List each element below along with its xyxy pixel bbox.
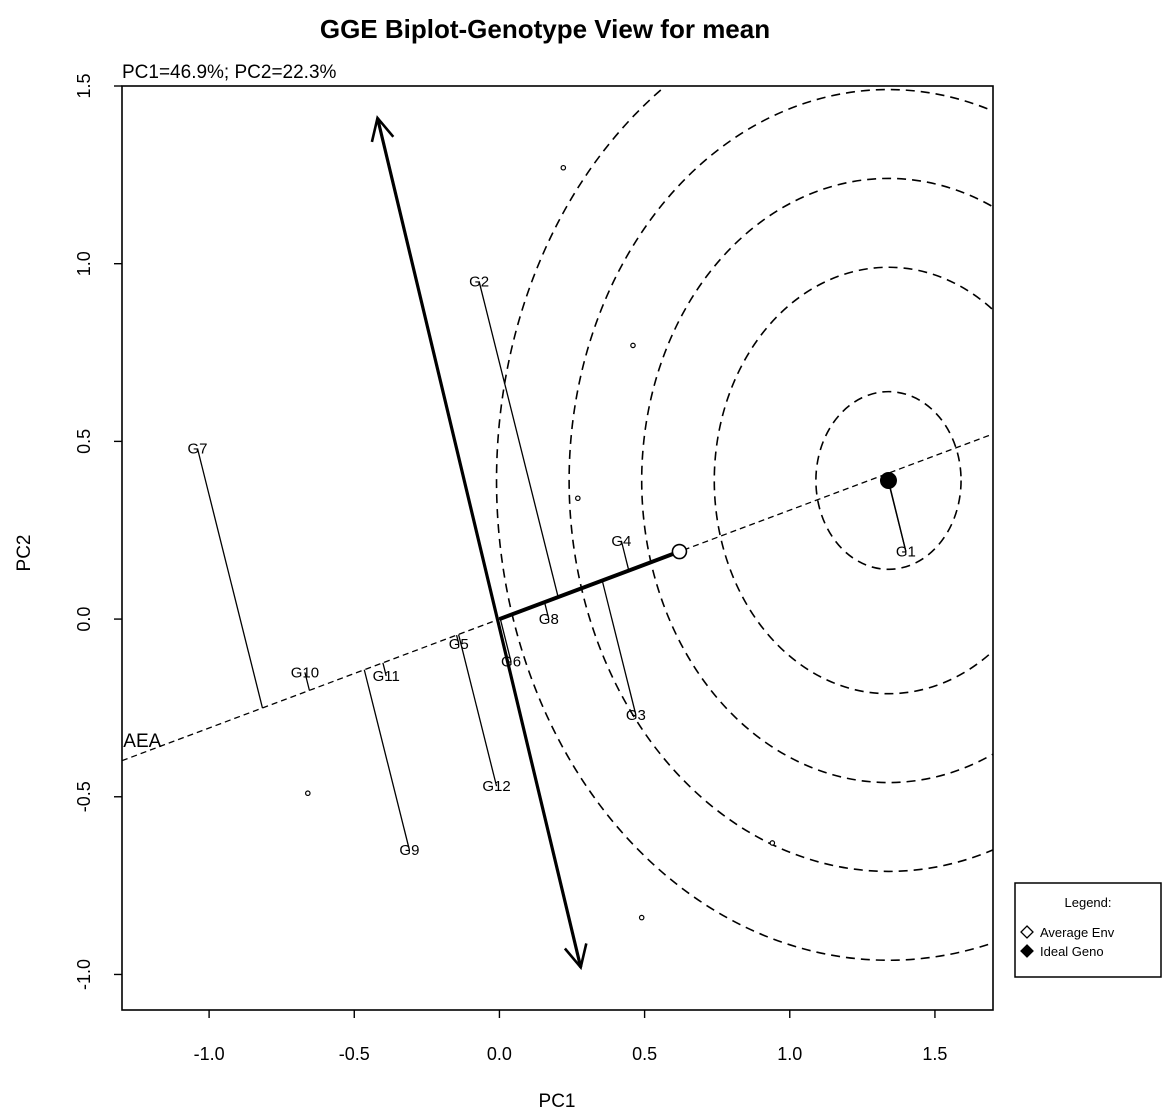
environment-point	[630, 342, 636, 349]
x-tick-label: 0.0	[487, 1044, 512, 1064]
ticks: -1.0 -0.5 0.0 0.5 1.0 1.5 -1.0 -0.5 0.0 0.5 1.0 1.5	[74, 73, 947, 1064]
aea-arrow	[498, 549, 681, 621]
projection-line-g5	[455, 634, 460, 645]
concentric-rings	[495, 86, 993, 961]
projection-line-g3	[601, 580, 637, 716]
genotype-label-g1: G1	[896, 544, 916, 561]
projection-line-g7	[196, 448, 264, 709]
environment-point	[769, 840, 776, 846]
environment-point	[305, 790, 311, 797]
legend-box	[1014, 882, 1162, 978]
ideal-genotype-connector	[887, 480, 907, 552]
chart-subtitle: PC1=46.9%; PC2=22.3%	[122, 62, 337, 83]
genotype-label-g7: G7	[187, 440, 207, 457]
points	[305, 164, 897, 921]
plot-frame	[121, 85, 994, 1011]
y-tick-label: 1.5	[74, 73, 94, 98]
environment-point	[575, 495, 581, 502]
perpendicular-axis-head-top	[370, 115, 395, 143]
average-environment-marker	[671, 543, 688, 560]
projection-line-g4	[620, 540, 630, 571]
genotype-label-g3: G3	[626, 707, 646, 724]
plot-border	[121, 85, 994, 1011]
x-tick-label: -0.5	[339, 1044, 370, 1064]
projection-lines	[196, 281, 907, 851]
legend-average-env-marker	[1020, 925, 1034, 939]
aea-label: AEA	[123, 731, 161, 752]
projection-line-g11	[382, 662, 387, 677]
y-tick-label: -0.5	[74, 781, 94, 812]
y-tick-label: 0.0	[74, 607, 94, 632]
ring-3	[640, 177, 993, 784]
axes	[122, 115, 993, 971]
genotype-label-g12: G12	[482, 778, 510, 795]
ring-5	[495, 86, 993, 961]
y-tick-label: -1.0	[74, 959, 94, 990]
y-axis-title: PC2	[14, 535, 35, 572]
projection-line-g6	[499, 618, 512, 662]
x-tick-label: 0.5	[632, 1044, 657, 1064]
x-tick-label: -1.0	[194, 1044, 225, 1064]
projection-line-g2	[478, 281, 559, 598]
legend-ideal-geno-label: Ideal Geno	[1040, 944, 1104, 959]
projection-line-g12	[457, 634, 498, 787]
genotype-label-g5: G5	[449, 636, 469, 653]
legend: Legend: Average Env Ideal Geno	[1014, 882, 1162, 978]
x-tick-label: 1.0	[777, 1044, 802, 1064]
y-tick-label: 1.0	[74, 251, 94, 276]
genotype-label-g11: G11	[373, 668, 400, 685]
environment-point	[560, 164, 567, 171]
y-tick-label: 0.5	[74, 429, 94, 454]
genotype-label-g9: G9	[399, 842, 419, 859]
projection-line-g10	[304, 672, 311, 691]
legend-title: Legend:	[1065, 895, 1112, 910]
ring-2	[713, 266, 993, 695]
legend-ideal-geno-marker	[1020, 944, 1034, 958]
x-tick-label: 1.5	[922, 1044, 947, 1064]
ring-1	[815, 390, 962, 571]
genotype-label-g10: G10	[291, 664, 319, 681]
ideal-genotype-marker	[879, 471, 897, 489]
genotype-label-g2: G2	[469, 273, 489, 290]
genotype-label-g8: G8	[539, 611, 559, 628]
genotype-label-g6: G6	[501, 654, 521, 671]
legend-average-env-label: Average Env	[1040, 925, 1115, 940]
perpendicular-axis-head-bottom	[563, 943, 588, 971]
x-axis-title: PC1	[539, 1091, 576, 1112]
genotype-labels: G1 G2 G3 G4 G5 G6 G7 G8 G9 G10 G11 G12 AEA	[123, 273, 916, 859]
environment-point	[638, 914, 645, 921]
ring-4	[568, 88, 993, 873]
perpendicular-axis	[375, 117, 583, 968]
chart-title: GGE Biplot-Genotype View for mean	[320, 14, 770, 44]
projection-line-g9	[363, 669, 411, 851]
projection-line-g8	[543, 601, 550, 620]
genotype-label-g4: G4	[611, 533, 631, 550]
